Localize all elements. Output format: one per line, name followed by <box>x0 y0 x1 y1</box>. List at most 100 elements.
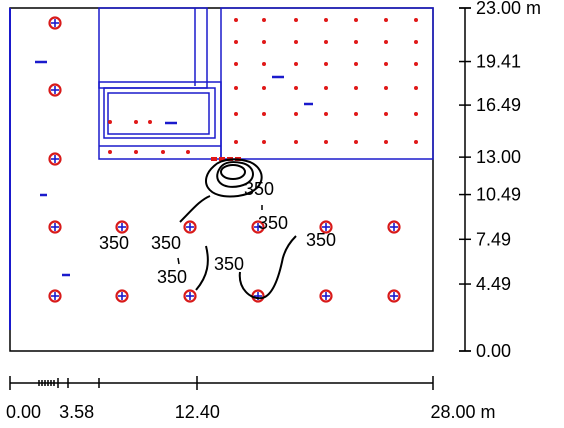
luminaire-icon <box>48 289 62 303</box>
y-tick-label: 10.49 <box>476 185 521 205</box>
isoline-label: 350 <box>214 254 244 274</box>
y-tick-label: 23.00 m <box>476 0 541 18</box>
x-minor-ticks <box>38 376 198 390</box>
luminaire-icon <box>48 152 62 166</box>
x-tick-label: 3.58 <box>59 402 94 422</box>
luminaire-icon <box>48 220 62 234</box>
x-tick-label: 28.00 m <box>430 402 495 422</box>
room-mid <box>98 81 222 160</box>
calc-point <box>234 18 238 22</box>
calc-point <box>108 120 112 124</box>
calc-point <box>384 18 388 22</box>
x-ticks: 0.00 3.58 12.40 28.00 m <box>6 402 496 422</box>
calc-point <box>354 40 358 44</box>
isoline-loop-mid <box>216 161 254 188</box>
calc-point <box>384 140 388 144</box>
calc-point <box>211 157 217 161</box>
y-tick-label: 7.49 <box>476 229 511 249</box>
calc-point <box>294 40 298 44</box>
y-tick-label: 19.41 <box>476 52 521 72</box>
calc-point <box>354 140 358 144</box>
y-scale <box>459 7 471 352</box>
x-scale <box>9 376 434 390</box>
y-tick-label: 13.00 <box>476 147 521 167</box>
isoline-lower-mid <box>238 235 297 300</box>
calc-point <box>414 86 418 90</box>
calc-point <box>414 40 418 44</box>
calc-point <box>384 86 388 90</box>
calc-point <box>294 86 298 90</box>
calc-point <box>324 40 328 44</box>
luminaire-icon <box>48 16 62 30</box>
calc-point <box>234 140 238 144</box>
calc-point <box>262 140 266 144</box>
luminaire-icon <box>319 220 333 234</box>
x-tick-label: 12.40 <box>175 402 220 422</box>
isoline-label: 350 <box>157 267 187 287</box>
luminaire-icon <box>387 289 401 303</box>
luminaire-icon <box>115 289 129 303</box>
calc-point <box>354 86 358 90</box>
calc-point <box>324 62 328 66</box>
calc-point <box>219 157 225 161</box>
isoline-loop-inner <box>220 164 246 180</box>
isoline-lower-left <box>195 245 209 291</box>
luminaire-icon <box>251 289 265 303</box>
room-outlines <box>98 7 434 160</box>
calc-point <box>134 150 138 154</box>
calc-point <box>294 62 298 66</box>
calc-point <box>294 140 298 144</box>
calc-point <box>414 140 418 144</box>
isoline-label: 350 <box>306 230 336 250</box>
calc-point <box>234 62 238 66</box>
room-inner <box>107 92 210 135</box>
luminaires <box>48 16 401 303</box>
calc-point <box>354 18 358 22</box>
calc-point <box>186 150 190 154</box>
calc-point <box>414 112 418 116</box>
calc-point <box>384 62 388 66</box>
isoline-label: 350 <box>151 233 181 253</box>
calc-point <box>294 18 298 22</box>
luminaire-icon <box>183 220 197 234</box>
room-top-left <box>98 7 208 89</box>
isoline-label: 350 <box>99 233 129 253</box>
calc-point <box>262 86 266 90</box>
calc-point <box>384 40 388 44</box>
calc-point <box>354 62 358 66</box>
luminaire-icon <box>48 83 62 97</box>
calc-point <box>161 150 165 154</box>
luminaire-icon <box>319 289 333 303</box>
isoline-label: 350 <box>258 213 288 233</box>
calc-point <box>234 40 238 44</box>
calc-point <box>234 86 238 90</box>
y-tick-label: 16.49 <box>476 95 521 115</box>
calc-point <box>262 40 266 44</box>
calculation-points <box>108 18 418 161</box>
isoline-labels: 350 350 350 350 350 350 350 <box>99 179 336 287</box>
isoline-left <box>179 195 211 223</box>
calc-point <box>234 112 238 116</box>
isoline-label: 350 <box>244 179 274 199</box>
room-large-right <box>220 7 434 160</box>
calc-point <box>262 112 266 116</box>
calc-point <box>384 112 388 116</box>
isoline-ticks <box>177 205 263 265</box>
x-tick-label: 0.00 <box>6 402 41 422</box>
isoline-loop-outer <box>205 158 263 198</box>
y-ticks: 23.00 m 19.41 16.49 13.00 10.49 7.49 4.49 0.00 <box>459 0 541 361</box>
calc-point <box>134 120 138 124</box>
calc-point <box>324 18 328 22</box>
calc-point <box>324 140 328 144</box>
isolines <box>179 158 297 300</box>
luminaire-icon <box>251 220 265 234</box>
calc-point <box>324 112 328 116</box>
room-inner-outer <box>103 87 216 139</box>
luminaire-icon <box>387 220 401 234</box>
calc-point <box>262 18 266 22</box>
calc-point <box>294 112 298 116</box>
y-tick-label: 0.00 <box>476 341 511 361</box>
luminaire-icon <box>183 289 197 303</box>
calc-point <box>262 62 266 66</box>
